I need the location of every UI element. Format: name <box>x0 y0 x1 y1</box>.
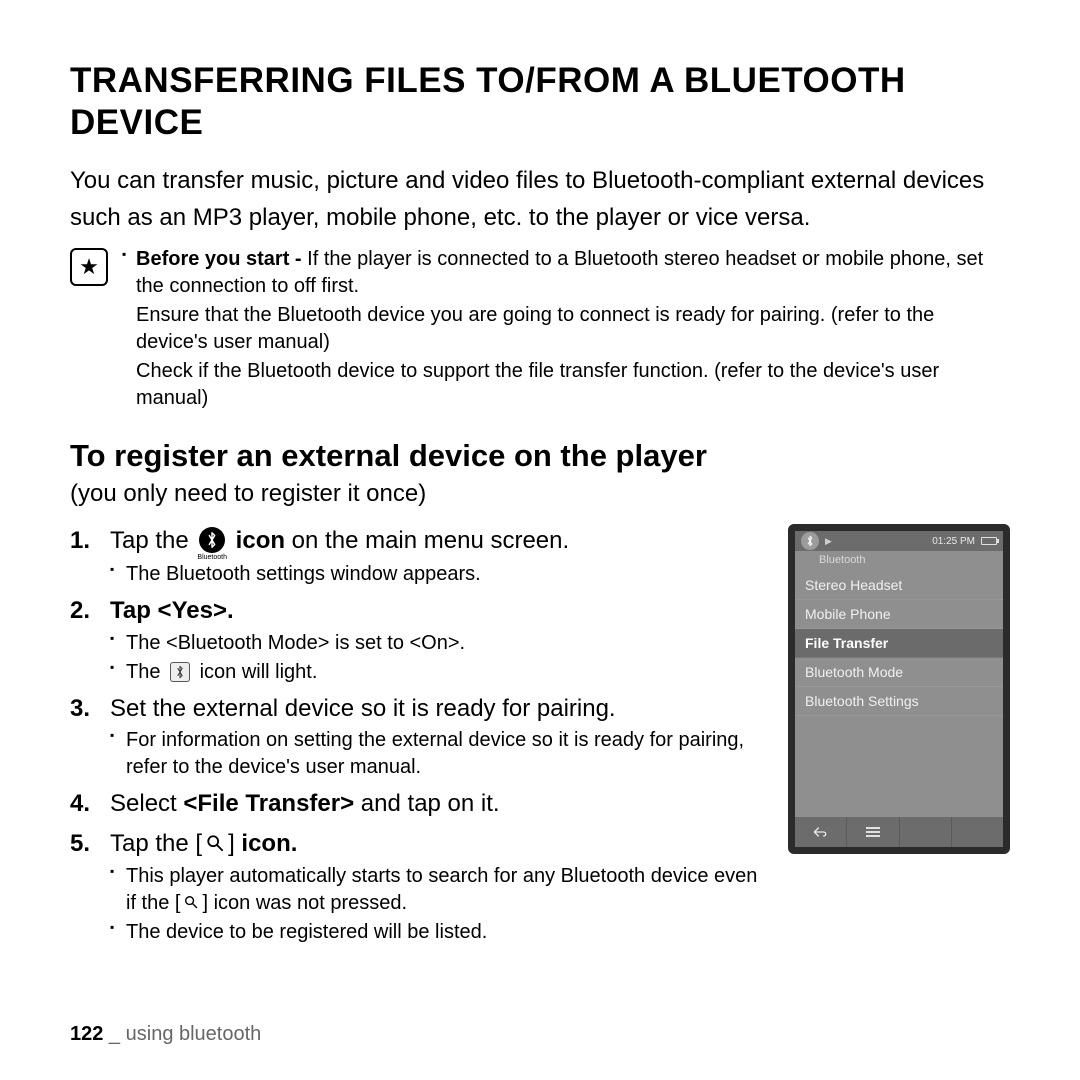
step-3-sub: For information on setting the external … <box>110 727 762 781</box>
note-2: Ensure that the Bluetooth device you are… <box>122 302 1010 356</box>
step-3: 3. Set the external device so it is read… <box>70 692 762 782</box>
step-1-text-b: icon <box>236 527 285 554</box>
step-4-b: <File Transfer> <box>183 790 354 817</box>
step-5: 5. Tap the [] icon. This player automati… <box>70 827 762 947</box>
note-prefix: Before you start - <box>136 248 307 270</box>
statusbar-bluetooth-icon <box>801 532 819 550</box>
footer-section: using bluetooth <box>126 1023 262 1045</box>
magnify-icon-small <box>184 890 198 917</box>
back-button[interactable] <box>795 817 847 847</box>
device-menu: Stereo HeadsetMobile PhoneFile TransferB… <box>795 571 1003 817</box>
step-4-a: Select <box>110 790 183 817</box>
bottom-bar <box>795 817 1003 847</box>
step-5-c: icon. <box>241 830 297 857</box>
step-5-sub1: This player automatically starts to sear… <box>110 863 762 917</box>
step-3-text: Set the external device so it is ready f… <box>110 695 616 722</box>
step-2-sub2-b: icon will light. <box>200 661 318 683</box>
menu-item[interactable]: Stereo Headset <box>795 571 1003 600</box>
hamburger-icon <box>866 825 880 839</box>
magnify-icon <box>206 828 224 862</box>
menu-item[interactable]: File Transfer <box>795 629 1003 658</box>
battery-icon <box>981 537 997 545</box>
menu-button[interactable] <box>847 817 899 847</box>
section-title: To register an external device on the pl… <box>70 438 1010 474</box>
page-number: 122 <box>70 1023 103 1045</box>
footer-sep: _ <box>103 1023 125 1045</box>
step-1-text-c: on the main menu screen. <box>285 527 569 554</box>
step-2: 2. Tap <Yes>. The <Bluetooth Mode> is se… <box>70 594 762 686</box>
step-2-sub2-a: The <box>126 661 160 683</box>
page-footer: 122 _ using bluetooth <box>70 1023 261 1046</box>
note-list: Before you start - If the player is conn… <box>122 246 1010 414</box>
step-2-text: Tap <Yes>. <box>110 597 234 624</box>
bottom-slot-4 <box>952 817 1003 847</box>
menu-item[interactable]: Mobile Phone <box>795 600 1003 629</box>
before-you-start-note: ★ Before you start - If the player is co… <box>70 246 1010 414</box>
step-5-sub2: The device to be registered will be list… <box>110 919 762 946</box>
step-1: 1. Tap the Bluetooth icon on the main me… <box>70 524 762 588</box>
step-5-a: Tap the [ <box>110 830 202 857</box>
step-5-b: ] <box>228 830 241 857</box>
device-mockup: ▶ 01:25 PM Bluetooth Stereo HeadsetMobil… <box>788 524 1010 854</box>
step-2-sub2: The icon will light. <box>110 659 762 686</box>
bottom-slot-3 <box>900 817 952 847</box>
statusbar-arrow-icon: ▶ <box>825 536 832 547</box>
step-4-c: and tap on it. <box>354 790 499 817</box>
menu-item[interactable]: Bluetooth Settings <box>795 687 1003 716</box>
step-4: 4. Select <File Transfer> and tap on it. <box>70 787 762 821</box>
intro-text: You can transfer music, picture and vide… <box>70 162 1010 236</box>
step-2-sub1: The <Bluetooth Mode> is set to <On>. <box>110 630 762 657</box>
menu-item[interactable]: Bluetooth Mode <box>795 658 1003 687</box>
device-screen: ▶ 01:25 PM Bluetooth Stereo HeadsetMobil… <box>795 531 1003 847</box>
page-title: TRANSFERRING FILES TO/FROM A BLUETOOTH D… <box>70 60 1010 144</box>
steps-list: 1. Tap the Bluetooth icon on the main me… <box>70 524 762 952</box>
star-icon: ★ <box>70 248 108 286</box>
step-5-sub1-b: ] icon was not pressed. <box>202 892 407 914</box>
status-bar: ▶ 01:25 PM <box>795 531 1003 551</box>
bluetooth-small-icon <box>170 662 190 682</box>
step-1-text-a: Tap the <box>110 527 189 554</box>
section-subnote: (you only need to register it once) <box>70 480 1010 508</box>
bluetooth-icon-label: Bluetooth <box>197 554 227 561</box>
bluetooth-icon: Bluetooth <box>197 527 227 561</box>
note-3: Check if the Bluetooth device to support… <box>122 358 1010 412</box>
breadcrumb: Bluetooth <box>795 551 1003 571</box>
step-1-sub: The Bluetooth settings window appears. <box>110 561 762 588</box>
statusbar-time: 01:25 PM <box>932 536 975 547</box>
